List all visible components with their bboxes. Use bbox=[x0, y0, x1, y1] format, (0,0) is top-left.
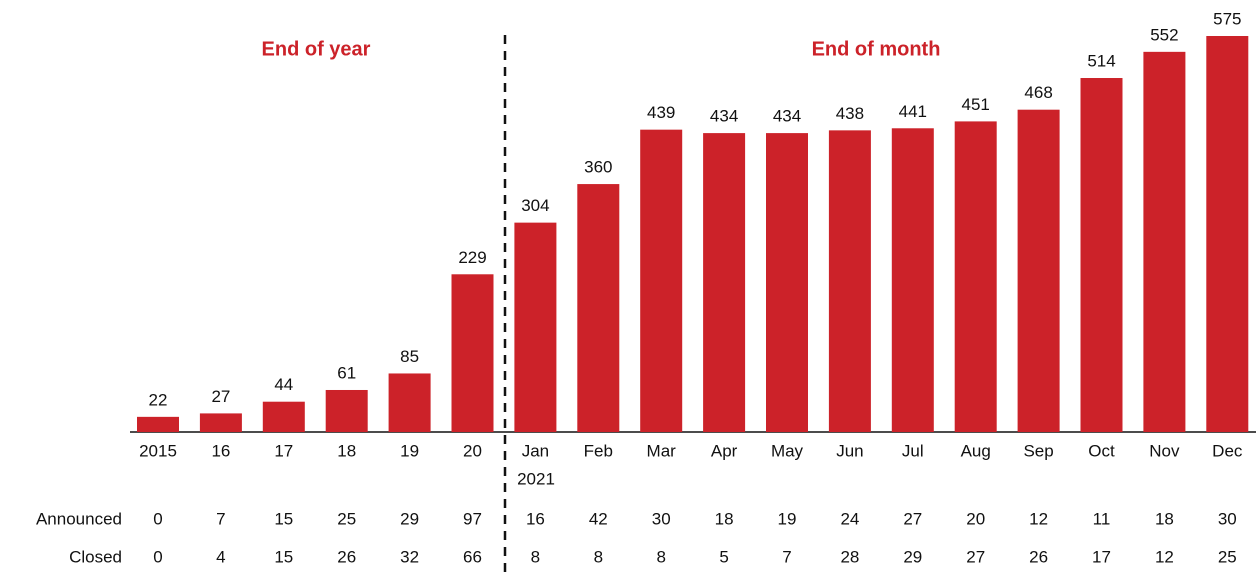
table-cell: 30 bbox=[1218, 509, 1237, 528]
table-cell: 18 bbox=[715, 509, 734, 528]
category-sublabel: 2021 bbox=[517, 469, 555, 488]
bar bbox=[766, 133, 808, 433]
table-cell: 26 bbox=[337, 547, 356, 566]
bar bbox=[828, 130, 871, 432]
table-cell: 0 bbox=[153, 547, 162, 566]
x-tick-label: Feb bbox=[584, 441, 613, 460]
table-cell: 15 bbox=[274, 509, 293, 528]
bar bbox=[954, 121, 997, 433]
value-label: 439 bbox=[647, 103, 675, 122]
table-cell: 24 bbox=[840, 509, 859, 528]
table-cell: 42 bbox=[589, 509, 608, 528]
x-tick-label: 19 bbox=[400, 441, 419, 460]
bar bbox=[703, 133, 746, 433]
table-cell: 19 bbox=[778, 509, 797, 528]
value-label: 85 bbox=[400, 347, 419, 366]
x-tick-label: Dec bbox=[1212, 441, 1243, 460]
row-label: Announced bbox=[36, 509, 122, 528]
value-label: 575 bbox=[1213, 9, 1241, 28]
x-tick-label: Aug bbox=[961, 441, 991, 460]
table-cell: 0 bbox=[153, 509, 162, 528]
bar bbox=[199, 413, 242, 432]
table-cell: 66 bbox=[463, 547, 482, 566]
table-cell: 15 bbox=[274, 547, 293, 566]
table-cell: 12 bbox=[1029, 509, 1048, 528]
x-tick-label: Oct bbox=[1088, 441, 1115, 460]
table-cell: 97 bbox=[463, 509, 482, 528]
table-cell: 16 bbox=[526, 509, 545, 528]
table-cell: 27 bbox=[903, 509, 922, 528]
x-tick-label: Jul bbox=[902, 441, 924, 460]
table-cell: 28 bbox=[840, 547, 859, 566]
value-label: 229 bbox=[458, 248, 486, 267]
annotation: End of year bbox=[262, 38, 371, 60]
value-label: 434 bbox=[710, 107, 738, 126]
bar bbox=[388, 373, 431, 432]
x-tick-label: 2015 bbox=[139, 441, 177, 460]
value-label: 61 bbox=[337, 363, 356, 382]
table-cell: 30 bbox=[652, 509, 671, 528]
x-tick-label: 16 bbox=[211, 441, 230, 460]
value-label: 434 bbox=[773, 107, 801, 126]
value-label: 22 bbox=[149, 390, 168, 409]
value-label: 438 bbox=[836, 104, 864, 123]
bar bbox=[1080, 78, 1123, 432]
bar bbox=[891, 128, 934, 432]
table-cell: 29 bbox=[400, 509, 419, 528]
x-tick-label: 18 bbox=[337, 441, 356, 460]
annotation: End of month bbox=[812, 38, 941, 60]
table-cell: 25 bbox=[337, 509, 356, 528]
table-cell: 8 bbox=[656, 547, 665, 566]
table-cell: 7 bbox=[216, 509, 225, 528]
x-tick-label: 20 bbox=[463, 441, 482, 460]
table-cell: 7 bbox=[782, 547, 791, 566]
bar bbox=[640, 129, 683, 433]
bar bbox=[325, 389, 368, 432]
value-label: 514 bbox=[1087, 51, 1115, 70]
bar bbox=[262, 401, 305, 432]
table-cell: 18 bbox=[1155, 509, 1174, 528]
table-cell: 11 bbox=[1093, 509, 1111, 528]
row-label: Closed bbox=[69, 547, 122, 566]
x-tick-label: Jan bbox=[522, 441, 549, 460]
x-tick-label: Apr bbox=[711, 441, 738, 460]
x-tick-label: Mar bbox=[647, 441, 677, 460]
bar bbox=[137, 416, 179, 432]
table-cell: 12 bbox=[1155, 547, 1174, 566]
bar bbox=[1206, 36, 1249, 432]
x-tick-label: May bbox=[771, 441, 804, 460]
table-cell: 20 bbox=[966, 509, 985, 528]
table-cell: 17 bbox=[1092, 547, 1111, 566]
bar bbox=[1017, 109, 1060, 433]
table-cell: 8 bbox=[594, 547, 603, 566]
bar bbox=[1143, 51, 1186, 433]
value-label: 441 bbox=[899, 102, 927, 121]
table-cell: 25 bbox=[1218, 547, 1237, 566]
x-tick-label: 17 bbox=[274, 441, 293, 460]
x-tick-label: Sep bbox=[1023, 441, 1053, 460]
table-cell: 29 bbox=[903, 547, 922, 566]
value-label: 468 bbox=[1024, 83, 1052, 102]
table-cell: 8 bbox=[531, 547, 540, 566]
bar bbox=[451, 274, 494, 432]
table-cell: 4 bbox=[216, 547, 225, 566]
table-cell: 32 bbox=[400, 547, 419, 566]
table-cell: 27 bbox=[966, 547, 985, 566]
bar bbox=[577, 184, 620, 432]
bar bbox=[514, 222, 557, 432]
x-tick-label: Jun bbox=[836, 441, 863, 460]
table-cell: 26 bbox=[1029, 547, 1048, 566]
value-label: 360 bbox=[584, 158, 612, 177]
value-label: 451 bbox=[962, 95, 990, 114]
value-label: 304 bbox=[521, 196, 549, 215]
table-cell: 5 bbox=[719, 547, 728, 566]
value-label: 27 bbox=[211, 387, 230, 406]
value-label: 44 bbox=[274, 375, 293, 394]
x-tick-label: Nov bbox=[1149, 441, 1180, 460]
value-label: 552 bbox=[1150, 25, 1178, 44]
